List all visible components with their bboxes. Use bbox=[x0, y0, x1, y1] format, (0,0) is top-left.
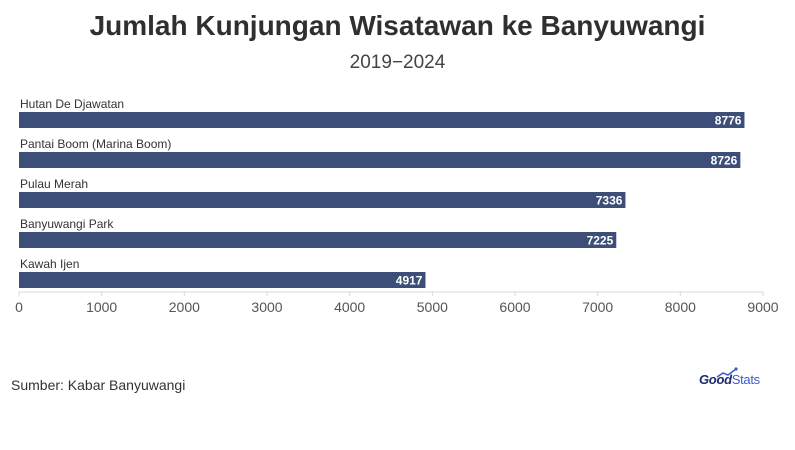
data-label: 7336 bbox=[596, 194, 623, 208]
x-tick-label: 0 bbox=[15, 299, 23, 315]
chart-subtitle: 2019−2024 bbox=[349, 52, 446, 73]
logo-stats-text: Stats bbox=[731, 372, 760, 387]
x-tick-label: 2000 bbox=[169, 299, 200, 315]
goodstats-logo: GoodStats bbox=[699, 372, 760, 387]
x-tick-label: 3000 bbox=[251, 299, 282, 315]
goodstats-logo-mark-icon bbox=[716, 367, 738, 378]
x-tick-label: 8000 bbox=[665, 299, 696, 315]
x-tick-label: 7000 bbox=[582, 299, 613, 315]
x-tick-label: 1000 bbox=[86, 299, 117, 315]
category-label: Hutan De Djawatan bbox=[20, 97, 124, 111]
data-label: 7225 bbox=[587, 234, 614, 248]
bar bbox=[19, 232, 617, 248]
bar bbox=[19, 272, 426, 288]
bar bbox=[19, 192, 626, 208]
category-label: Banyuwangi Park bbox=[20, 217, 114, 231]
x-tick-label: 4000 bbox=[334, 299, 365, 315]
category-label: Pulau Merah bbox=[20, 177, 88, 191]
logo-good-text: Good bbox=[699, 372, 732, 387]
x-tick-label: 6000 bbox=[499, 299, 530, 315]
x-tick-label: 9000 bbox=[747, 299, 778, 315]
bar-chart: Hutan De Djawatan 8776 Pantai Boom (Marina… bbox=[15, 97, 779, 315]
data-label: 8726 bbox=[711, 154, 738, 168]
chart-title: Jumlah Kunjungan Wisatawan ke Banyuwangi bbox=[89, 10, 706, 41]
source-note: Sumber: Kabar Banyuwangi bbox=[11, 377, 186, 393]
bar bbox=[19, 112, 745, 128]
bar bbox=[19, 152, 741, 168]
x-tick-label: 5000 bbox=[417, 299, 448, 315]
data-label: 4917 bbox=[396, 274, 423, 288]
data-label: 8776 bbox=[715, 114, 742, 128]
category-label: Kawah Ijen bbox=[20, 257, 79, 271]
category-label: Pantai Boom (Marina Boom) bbox=[20, 137, 171, 151]
